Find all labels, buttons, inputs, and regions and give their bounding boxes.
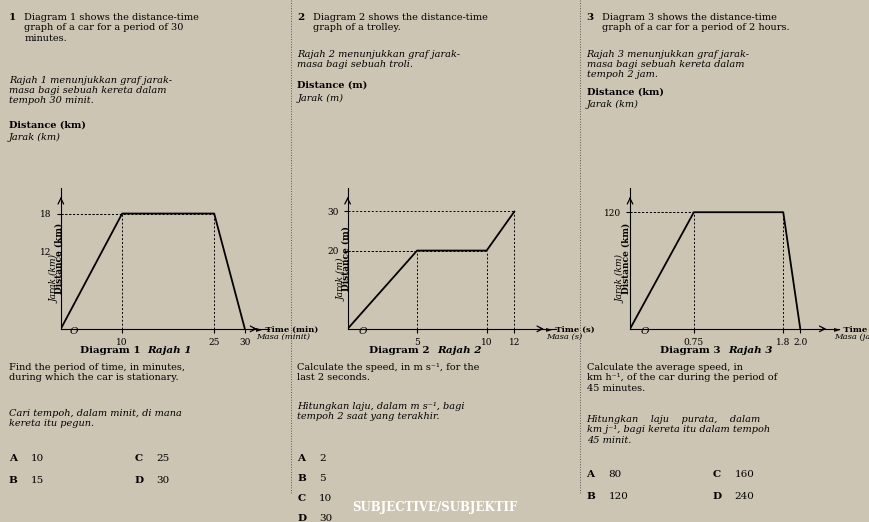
Text: SUBJECTIVE/SUBJEKTIF: SUBJECTIVE/SUBJEKTIF (352, 501, 517, 514)
Text: O: O (640, 327, 649, 336)
Text: Diagram 2 shows the distance-time
graph of a trolley.: Diagram 2 shows the distance-time graph … (313, 13, 488, 32)
Text: Jarak (m): Jarak (m) (297, 94, 343, 103)
Text: D: D (297, 514, 307, 522)
Text: ► Time (s): ► Time (s) (546, 326, 594, 334)
Text: A: A (297, 454, 305, 463)
Text: Rajah 2 menunjukkan graf jarak-
masa bagi sebuah troli.: Rajah 2 menunjukkan graf jarak- masa bag… (297, 50, 461, 69)
Text: Masa (jam): Masa (jam) (834, 333, 869, 341)
Text: Jarak (km): Jarak (km) (617, 255, 626, 303)
Text: Distance (m): Distance (m) (342, 226, 350, 291)
Text: Jarak (m): Jarak (m) (337, 258, 346, 301)
Text: Distance (km): Distance (km) (621, 223, 630, 294)
Text: D: D (135, 476, 144, 485)
Text: Diagram 3 shows the distance-time
graph of a car for a period of 2 hours.: Diagram 3 shows the distance-time graph … (602, 13, 790, 32)
Text: 30: 30 (156, 476, 169, 485)
Text: O: O (70, 327, 78, 336)
Text: C: C (297, 494, 305, 503)
Text: 240: 240 (734, 492, 754, 501)
Text: B: B (297, 474, 306, 483)
Text: Diagram 3: Diagram 3 (660, 346, 728, 354)
Text: 2: 2 (297, 13, 304, 22)
Text: 3: 3 (587, 13, 594, 22)
Text: ► Time (min): ► Time (min) (256, 326, 319, 334)
Text: B: B (9, 476, 17, 485)
Text: Jarak (km): Jarak (km) (50, 255, 59, 303)
Text: 15: 15 (30, 476, 43, 485)
Text: Hitungkan    laju    purata,    dalam
km j⁻¹, bagi kereta itu dalam tempoh
45 mi: Hitungkan laju purata, dalam km j⁻¹, bag… (587, 415, 770, 445)
Text: Masa (s): Masa (s) (546, 333, 582, 341)
Text: C: C (135, 454, 143, 463)
Text: Rajah 3: Rajah 3 (728, 346, 773, 354)
Text: Calculate the average speed, in
km h⁻¹, of the car during the period of
45 minut: Calculate the average speed, in km h⁻¹, … (587, 363, 777, 393)
Text: Jarak (km): Jarak (km) (587, 100, 639, 109)
Text: Rajah 1: Rajah 1 (148, 346, 192, 354)
Text: ► Time (hour): ► Time (hour) (834, 326, 869, 334)
Text: 160: 160 (734, 470, 754, 479)
Text: Distance (km): Distance (km) (587, 88, 663, 97)
Text: 120: 120 (608, 492, 628, 501)
Text: C: C (713, 470, 720, 479)
Text: Calculate the speed, in m s⁻¹, for the
last 2 seconds.: Calculate the speed, in m s⁻¹, for the l… (297, 363, 480, 382)
Text: Rajah 1 menunjukkan graf jarak-
masa bagi sebuah kereta dalam
tempoh 30 minit.: Rajah 1 menunjukkan graf jarak- masa bag… (9, 76, 172, 105)
Text: Hitungkan laju, dalam m s⁻¹, bagi
tempoh 2 saat yang terakhir.: Hitungkan laju, dalam m s⁻¹, bagi tempoh… (297, 402, 465, 421)
Text: A: A (9, 454, 17, 463)
Text: 25: 25 (156, 454, 169, 463)
Text: Rajah 3 menunjukkan graf jarak-
masa bagi sebuah kereta dalam
tempoh 2 jam.: Rajah 3 menunjukkan graf jarak- masa bag… (587, 50, 750, 79)
Text: 10: 10 (319, 494, 332, 503)
Text: Diagram 2: Diagram 2 (369, 346, 437, 354)
Text: Rajah 2: Rajah 2 (437, 346, 481, 354)
Text: D: D (713, 492, 722, 501)
Text: Diagram 1 shows the distance-time
graph of a car for a period of 30
minutes.: Diagram 1 shows the distance-time graph … (24, 13, 199, 43)
Text: Distance (km): Distance (km) (9, 120, 85, 129)
Text: Distance (m): Distance (m) (297, 81, 368, 90)
Text: 10: 10 (30, 454, 43, 463)
Text: O: O (359, 327, 368, 336)
Text: Diagram 1: Diagram 1 (80, 346, 148, 354)
Text: Jarak (km): Jarak (km) (9, 133, 61, 142)
Text: A: A (587, 470, 594, 479)
Text: 80: 80 (608, 470, 621, 479)
Text: Cari tempoh, dalam minit, di mana
kereta itu pegun.: Cari tempoh, dalam minit, di mana kereta… (9, 409, 182, 428)
Text: 1: 1 (9, 13, 16, 22)
Text: Find the period of time, in minutes,
during which the car is stationary.: Find the period of time, in minutes, dur… (9, 363, 185, 382)
Text: 2: 2 (319, 454, 326, 463)
Text: Masa (minit): Masa (minit) (256, 333, 310, 341)
Text: Distance (km): Distance (km) (55, 223, 63, 294)
Text: 5: 5 (319, 474, 326, 483)
Text: B: B (587, 492, 595, 501)
Text: 30: 30 (319, 514, 332, 522)
